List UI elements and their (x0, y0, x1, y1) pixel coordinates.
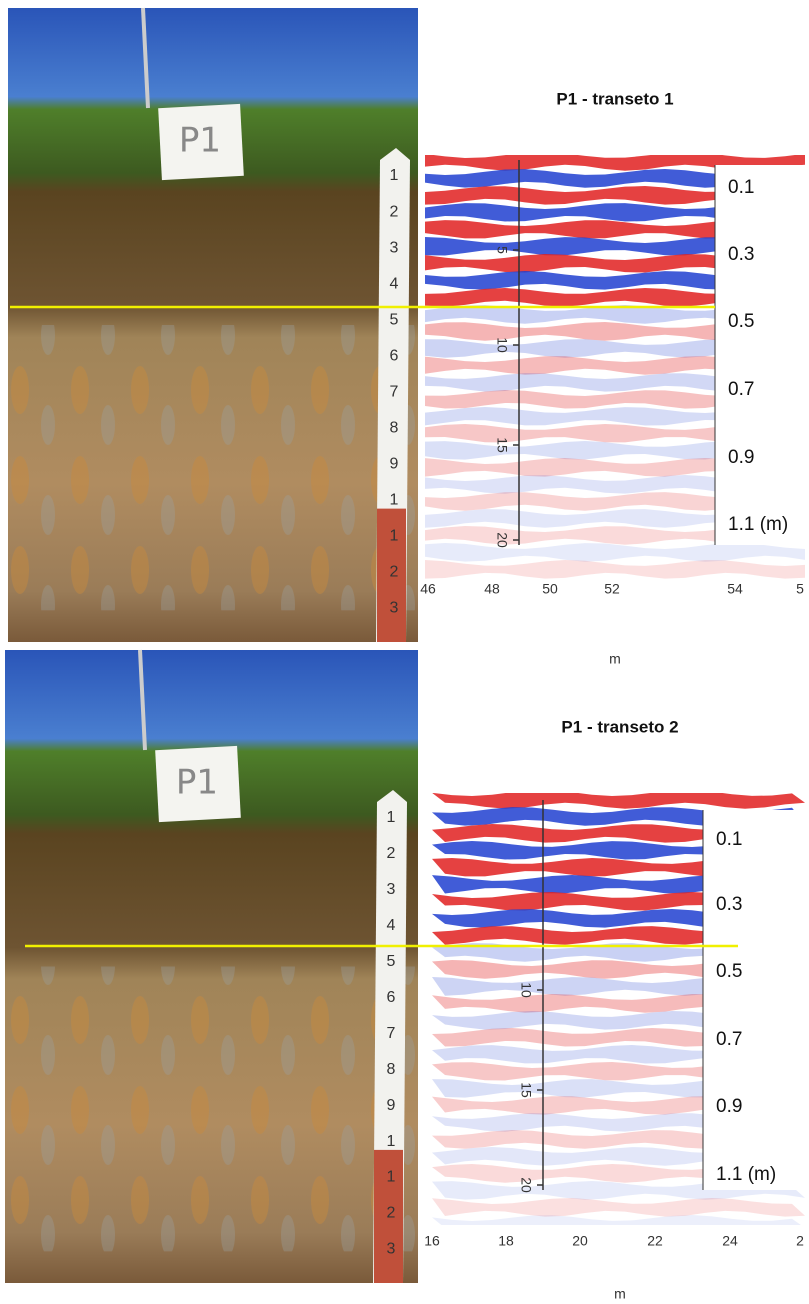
ruler-label: 1 (390, 167, 399, 184)
ruler-label: 9 (390, 455, 399, 472)
x-tick-label: 18 (498, 1233, 514, 1249)
figure: P1 1 2 3 4 5 6 7 8 9 1 1 2 3 P1 - transeto 1 0.1 0.3 0.5 0… (0, 0, 809, 1304)
ruler-label: 3 (390, 239, 399, 256)
depth-label: 0.3 (728, 244, 754, 265)
scale-tick-label: 20 (518, 1177, 534, 1193)
depth-label: 0.7 (716, 1029, 742, 1050)
ruler-label: 4 (390, 275, 399, 292)
ruler-label: 4 (387, 917, 396, 934)
panel: P1 1 2 3 4 5 6 7 8 9 1 1 2 3 P1 - transeto 1 0.1 0.3 0.5 0… (8, 8, 809, 667)
ruler-label: 8 (390, 419, 399, 436)
scale-tick-label: 15 (518, 1082, 534, 1098)
depth-label: 0.7 (728, 379, 754, 400)
ruler-label: 2 (390, 203, 399, 220)
ruler-label: 2 (387, 1205, 396, 1222)
sign-text: P1 (179, 121, 221, 161)
depth-label: 0.5 (716, 961, 742, 982)
panel: P1 1 2 3 4 5 6 7 8 9 1 1 2 3 P1 - transeto 2 0.1 0.3 0.5 0… (5, 650, 809, 1302)
x-tick-label: 24 (722, 1233, 738, 1249)
ruler-label: 8 (387, 1061, 396, 1078)
depth-label: 0.1 (716, 829, 742, 850)
ruler-label: 1 (387, 1133, 396, 1150)
ruler-label: 3 (387, 881, 396, 898)
x-tick-label: 16 (424, 1233, 440, 1249)
soil-mottles (8, 325, 418, 610)
scale-tick-label: 5 (494, 246, 510, 254)
x-tick-label: 48 (484, 581, 500, 597)
x-tick-label: 52 (604, 581, 620, 597)
ruler-label: 2 (387, 845, 396, 862)
x-tick-label: 20 (572, 1233, 588, 1249)
depth-label: 1.1 (m) (716, 1164, 776, 1185)
scale-tick-label: 10 (494, 337, 510, 353)
ruler-label: 6 (390, 347, 399, 364)
ruler-label: 2 (390, 564, 399, 581)
ruler-label: 6 (387, 989, 396, 1006)
label-box (715, 165, 809, 545)
depth-label: 0.5 (728, 311, 754, 332)
panel-title: P1 - transeto 1 (556, 89, 673, 108)
scale-tick-label: 15 (494, 437, 510, 453)
x-tick-label: 46 (420, 581, 436, 597)
ruler-label: 7 (390, 383, 399, 400)
x-tick-label: 50 (542, 581, 558, 597)
ruler-label: 3 (390, 600, 399, 617)
sign-text: P1 (176, 763, 218, 803)
depth-label: 0.9 (728, 447, 754, 468)
x-tick-label: 54 (727, 581, 743, 597)
ruler-label: 5 (390, 311, 399, 328)
ruler-label: 1 (387, 809, 396, 826)
ruler-label: 7 (387, 1025, 396, 1042)
x-axis-label: m (614, 1286, 626, 1302)
x-axis-label: m (609, 651, 621, 667)
depth-label: 0.9 (716, 1096, 742, 1117)
depth-label: 1.1 (m) (728, 514, 788, 535)
x-tick-label: 22 (647, 1233, 663, 1249)
ruler-label: 1 (387, 1169, 396, 1186)
scale-tick-label: 20 (494, 532, 510, 548)
x-tick-label: 2 (796, 1233, 804, 1249)
ruler-label: 1 (390, 528, 399, 545)
x-tick-label: 5 (796, 581, 804, 597)
depth-label: 0.3 (716, 894, 742, 915)
soil-mottles (5, 967, 418, 1252)
label-box (703, 810, 809, 1190)
ruler-label: 1 (390, 492, 399, 509)
ruler-label: 5 (387, 953, 396, 970)
depth-label: 0.1 (728, 177, 754, 198)
ruler-label: 3 (387, 1241, 396, 1258)
reflection-band (432, 790, 805, 809)
panel-title: P1 - transeto 2 (561, 717, 678, 736)
scale-tick-label: 10 (518, 982, 534, 998)
ruler-label: 9 (387, 1097, 396, 1114)
